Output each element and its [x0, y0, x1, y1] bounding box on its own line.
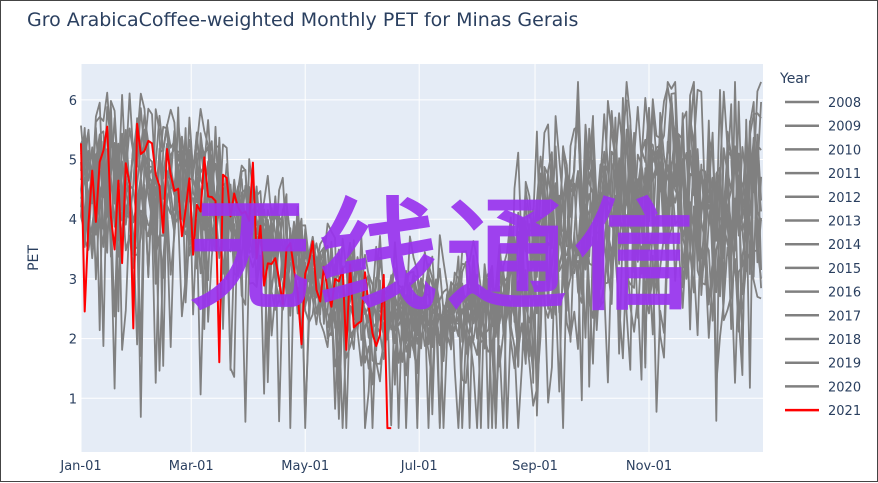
y-axis-ticks: 1 2 3 4 5 6 — [69, 94, 77, 407]
legend-item-2012[interactable]: 2012 — [785, 191, 861, 206]
x-axis-ticks: Jan-01 Mar-01 May-01 Jul-01 Sep-01 Nov-01 — [59, 459, 672, 474]
legend-label: 2008 — [828, 96, 861, 111]
x-tick-label: May-01 — [281, 459, 329, 474]
legend-title: Year — [779, 71, 810, 87]
legend-label: 2021 — [828, 404, 861, 419]
legend-item-2009[interactable]: 2009 — [785, 120, 861, 135]
legend-item-2013[interactable]: 2013 — [785, 215, 861, 230]
x-tick-label: Jan-01 — [59, 459, 101, 474]
y-tick-label: 2 — [69, 333, 77, 348]
legend-label: 2014 — [828, 238, 861, 253]
x-tick-label: Nov-01 — [626, 459, 672, 474]
legend-item-2020[interactable]: 2020 — [785, 380, 861, 395]
legend-item-2021[interactable]: 2021 — [785, 404, 861, 419]
series-lines — [80, 81, 762, 430]
legend-label: 2011 — [828, 167, 861, 182]
x-tick-label: Sep-01 — [512, 459, 558, 474]
legend-item-2018[interactable]: 2018 — [785, 333, 861, 348]
legend[interactable]: 2008 2009 2010 2011 2012 2013 2014 2015 2016 2017… — [785, 96, 861, 419]
legend-item-2016[interactable]: 2016 — [785, 286, 861, 301]
y-axis-label: PET — [26, 245, 42, 271]
legend-label: 2009 — [828, 120, 861, 135]
y-tick-label: 5 — [69, 154, 77, 169]
series-line-2020 — [80, 97, 762, 430]
legend-item-2019[interactable]: 2019 — [785, 357, 861, 372]
legend-item-2015[interactable]: 2015 — [785, 262, 861, 277]
legend-label: 2015 — [828, 262, 861, 277]
legend-label: 2018 — [828, 333, 861, 348]
x-tick-label: Mar-01 — [169, 459, 214, 474]
legend-label: 2020 — [828, 380, 861, 395]
legend-label: 2010 — [828, 143, 861, 158]
legend-item-2008[interactable]: 2008 — [785, 96, 861, 111]
chart-title: Gro ArabicaCoffee-weighted Monthly PET f… — [27, 9, 578, 31]
y-tick-label: 4 — [69, 213, 77, 228]
y-tick-label: 6 — [69, 94, 77, 109]
legend-label: 2016 — [828, 286, 861, 301]
x-tick-label: Jul-01 — [400, 459, 438, 474]
legend-label: 2017 — [828, 309, 861, 324]
legend-item-2011[interactable]: 2011 — [785, 167, 861, 182]
legend-label: 2019 — [828, 357, 861, 372]
legend-label: 2012 — [828, 191, 861, 206]
y-tick-label: 1 — [69, 392, 77, 407]
legend-item-2014[interactable]: 2014 — [785, 238, 861, 253]
legend-label: 2013 — [828, 215, 861, 230]
y-tick-label: 3 — [69, 273, 77, 288]
legend-item-2017[interactable]: 2017 — [785, 309, 861, 324]
series-line-2021 — [80, 122, 392, 430]
legend-item-2010[interactable]: 2010 — [785, 143, 861, 158]
